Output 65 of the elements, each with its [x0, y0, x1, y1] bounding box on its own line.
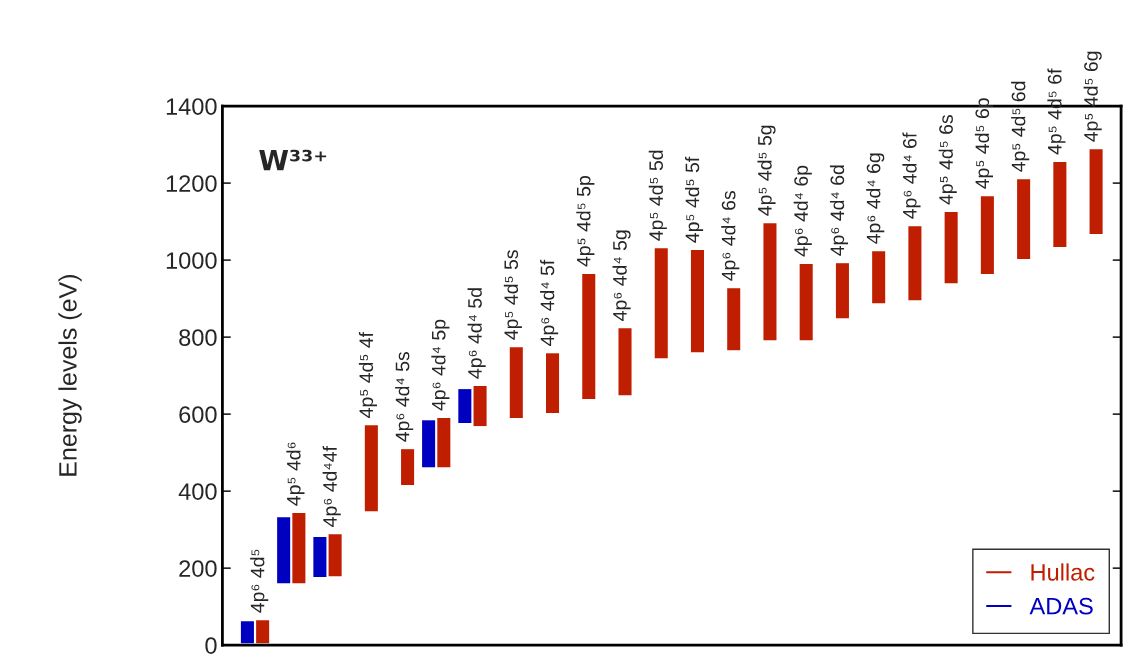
- x-tick-label: 4p⁶ 4d⁴ 5s: [395, 351, 414, 442]
- legend-label: ADAS: [1029, 597, 1093, 615]
- x-tick-label: 4p⁶ 4d⁴ 6p: [793, 165, 812, 257]
- x-tick-label: 4p⁵ 4d⁵ 5f: [684, 156, 704, 243]
- x-tick-label: 4p⁶ 4d⁴ 5g: [612, 230, 631, 321]
- x-tick-label: 4p⁶ 4d⁴ 6d: [829, 165, 849, 256]
- x-tick-label: 4p⁵ 4d⁵ 4f: [358, 331, 377, 418]
- bar: [582, 273, 596, 400]
- bar: [908, 226, 922, 301]
- x-tick-label: 4p⁶ 4d⁴ 6g: [866, 153, 885, 244]
- bar: [980, 196, 994, 274]
- x-tick-label: 4p⁵ 4d⁵ 5d: [648, 150, 667, 241]
- y-tick-label: 800: [179, 329, 217, 346]
- x-tick-label: 4p⁵ 4d⁵ 5p: [576, 176, 595, 267]
- bar: [546, 353, 560, 413]
- bar: [763, 223, 777, 341]
- bar: [437, 417, 451, 468]
- bar: [473, 386, 487, 427]
- x-tick-label: 4p⁵ 4d⁵ 6f: [1047, 68, 1066, 155]
- bar: [313, 536, 327, 578]
- x-tick-label: 4p⁶ 4d⁴4f: [322, 446, 341, 527]
- bar: [618, 328, 632, 396]
- y-tick-label: 200: [179, 560, 217, 577]
- bar: [1053, 161, 1067, 248]
- x-tick-label: 4p⁵ 4d⁵ 6g: [1083, 51, 1102, 142]
- y-axis-title: Energy levels (eV): [58, 275, 82, 476]
- bar: [422, 420, 436, 468]
- bar: [835, 263, 849, 319]
- bar: [401, 449, 415, 485]
- bar: [256, 620, 270, 644]
- x-tick-label: 4p⁵ 4d⁶: [286, 442, 305, 506]
- bar: [509, 347, 523, 418]
- x-tick-label: 4p⁶ 4d⁴ 5d: [467, 288, 486, 379]
- bar: [654, 248, 668, 359]
- bar: [1017, 179, 1031, 259]
- bar: [1089, 149, 1103, 234]
- bar: [799, 263, 813, 341]
- bar: [727, 288, 741, 351]
- x-tick-label: 4p⁵ 4d⁵ 5g: [757, 125, 776, 216]
- x-tick-label: 4p⁵ 4d⁵ 6s: [938, 115, 957, 205]
- y-tick-label: 600: [179, 406, 217, 423]
- bar: [240, 621, 254, 644]
- x-tick-label: 4p⁵ 4d⁵ 6d: [1011, 81, 1030, 172]
- legend-label: Hullac: [1031, 563, 1095, 581]
- bar: [277, 517, 291, 584]
- bar: [458, 389, 472, 423]
- x-tick-label: 4p⁶ 4d⁴ 6s: [721, 191, 740, 281]
- bar: [364, 425, 378, 512]
- y-tick-label: 1200: [166, 175, 217, 192]
- bar: [872, 251, 886, 304]
- y-tick-label: 1000: [166, 252, 217, 269]
- bar: [292, 513, 306, 584]
- x-tick-label: 4p⁶ 4d⁴ 5p: [431, 319, 450, 411]
- text: W³³⁺: [259, 149, 327, 171]
- y-tick-label: 0: [205, 637, 217, 654]
- x-tick-label: 4p⁶ 4d⁵: [250, 549, 269, 613]
- bar: [944, 211, 958, 284]
- x-tick-label: 4p⁶ 4d⁴ 6f: [902, 132, 921, 219]
- bar: [690, 250, 705, 353]
- y-tick-label: 400: [178, 483, 217, 500]
- bar: [328, 534, 342, 577]
- x-tick-label: 4p⁶ 4d⁴ 5f: [540, 259, 559, 346]
- x-tick-label: 4p⁵ 4d⁵ 5s: [503, 250, 522, 340]
- x-tick-label: 4p⁵ 4d⁵ 6p: [974, 98, 993, 189]
- y-tick-label: 1400: [166, 98, 217, 115]
